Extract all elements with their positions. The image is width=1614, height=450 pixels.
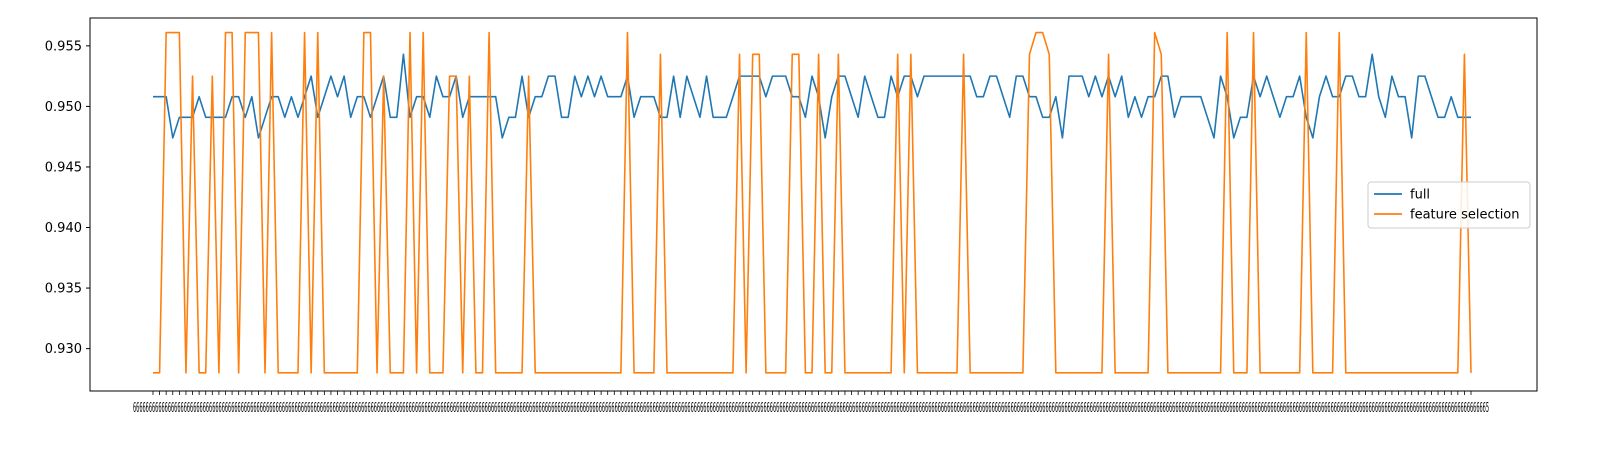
- y-tick-label: 0.935: [45, 282, 82, 297]
- y-tick-label: 0.930: [45, 342, 82, 357]
- y-tick-label: 0.940: [45, 221, 82, 236]
- y-tick-label: 0.945: [45, 160, 82, 175]
- series-lines: [153, 31, 1472, 374]
- legend: full feature selection: [1367, 181, 1531, 229]
- legend-label: feature selection: [1410, 208, 1520, 223]
- y-tick-label: 0.955: [45, 39, 82, 54]
- series-line-feature-selection: [153, 31, 1472, 374]
- legend-label: full: [1410, 188, 1430, 203]
- y-tick-label: 0.950: [45, 100, 82, 115]
- y-axis: 0.930 0.935 0.940 0.945 0.950 0.955: [45, 39, 90, 357]
- x-tick-labels: 6666666666666666666666666666666666666666…: [133, 401, 1489, 416]
- plot-frame: [89, 17, 1538, 392]
- x-axis: 6666666666666666666666666666666666666666…: [133, 391, 1489, 416]
- legend-box: [1367, 181, 1531, 229]
- series-line-full: [153, 53, 1471, 139]
